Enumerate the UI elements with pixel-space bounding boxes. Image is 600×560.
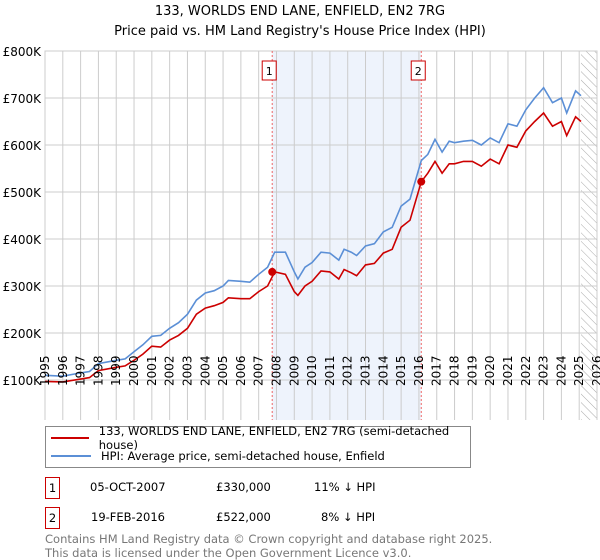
footer-licence: This data is licensed under the Open Gov… — [45, 545, 412, 560]
x-tick-label: 1996 — [56, 355, 70, 386]
x-tick-label: 2023 — [537, 355, 551, 386]
x-tick-label: 1998 — [91, 355, 105, 386]
x-tick-label: 2004 — [198, 355, 212, 386]
sale-marker-badge: 2 — [45, 507, 60, 529]
x-tick-label: 2003 — [180, 355, 194, 386]
x-tick-label: 2006 — [234, 355, 248, 386]
sale-marker-box — [261, 60, 277, 81]
x-tick-label: 2016 — [412, 355, 426, 386]
chart-subtitle: Price paid vs. HM Land Registry's House … — [114, 24, 486, 39]
x-tick-label: 2019 — [465, 355, 479, 386]
price-paid-line — [44, 111, 582, 383]
x-tick-label: 1999 — [109, 355, 123, 386]
y-tick-label: £500K — [3, 186, 43, 200]
legend-label: 133, WORLDS END LANE, ENFIELD, EN2 7RG (… — [98, 424, 450, 452]
y-tick-label: £600K — [3, 139, 43, 153]
y-tick-label: £200K — [3, 327, 43, 341]
x-tick-label: 2017 — [430, 355, 444, 386]
x-tick-label: 1995 — [38, 355, 52, 386]
sale-marker-label: 1 — [266, 65, 273, 78]
hpi-line — [44, 86, 582, 378]
y-tick-label: £400K — [3, 233, 43, 247]
x-tick-label: 2025 — [572, 355, 586, 386]
footer-copyright: Contains HM Land Registry data © Crown c… — [45, 532, 493, 546]
sale-point — [417, 177, 426, 186]
legend: 133, WORLDS END LANE, ENFIELD, EN2 7RG (… — [45, 424, 471, 468]
sale-price: £330,000 — [216, 480, 271, 494]
x-tick-label: 2005 — [216, 355, 230, 386]
footer: Contains HM Land Registry data © Crown c… — [45, 532, 493, 560]
legend-item-hpi: HPI: Average price, semi-detached house,… — [51, 447, 385, 465]
sale-date: 05-OCT-2007 — [90, 480, 166, 494]
x-tick-label: 2000 — [127, 355, 141, 386]
x-tick-label: 2015 — [394, 355, 408, 386]
x-tick-label: 2012 — [341, 355, 355, 386]
sale-date: 19-FEB-2016 — [91, 510, 165, 524]
chart-title: 133, WORLDS END LANE, ENFIELD, EN2 7RG — [155, 4, 445, 19]
sale-marker-box — [410, 60, 426, 81]
legend-swatch-blue — [51, 455, 91, 457]
x-tick-label: 2010 — [305, 355, 319, 386]
y-tick-label: £700K — [3, 92, 43, 106]
sale-hpi-diff: 8% ↓ HPI — [321, 510, 376, 524]
sale-period-shading — [272, 51, 422, 420]
legend-label: HPI: Average price, semi-detached house,… — [101, 449, 385, 463]
x-tick-label: 2013 — [359, 355, 373, 386]
x-tick-label: 2014 — [376, 355, 390, 386]
x-tick-label: 2022 — [519, 355, 533, 386]
x-tick-label: 2009 — [287, 355, 301, 386]
x-tick-label: 2020 — [483, 355, 497, 386]
sale-price: £522,000 — [216, 510, 271, 524]
y-tick-label: £800K — [3, 45, 43, 59]
x-tick-label: 2026 — [590, 355, 600, 386]
sale-marker-label: 2 — [415, 65, 422, 78]
x-tick-label: 2018 — [448, 355, 462, 386]
x-tick-label: 2002 — [163, 355, 177, 386]
x-tick-label: 2024 — [554, 355, 568, 386]
sale-hpi-diff: 11% ↓ HPI — [314, 480, 376, 494]
forecast-hatch — [580, 51, 597, 420]
sale-marker-badge: 1 — [45, 477, 60, 499]
plot-border — [44, 50, 598, 420]
x-tick-label: 2008 — [269, 355, 283, 386]
y-tick-label: £300K — [3, 280, 43, 294]
y-tick-label: £100K — [3, 374, 43, 388]
x-tick-label: 2021 — [501, 355, 515, 386]
x-tick-label: 2011 — [323, 355, 337, 386]
x-tick-label: 2007 — [252, 355, 266, 386]
x-tick-label: 1997 — [74, 355, 88, 386]
sale-point — [268, 267, 277, 276]
price-chart: 133, WORLDS END LANE, ENFIELD, EN2 7RG P… — [3, 4, 600, 420]
x-tick-label: 2001 — [145, 355, 159, 386]
legend-item-property: 133, WORLDS END LANE, ENFIELD, EN2 7RG (… — [51, 424, 470, 452]
legend-swatch-red — [51, 437, 89, 439]
